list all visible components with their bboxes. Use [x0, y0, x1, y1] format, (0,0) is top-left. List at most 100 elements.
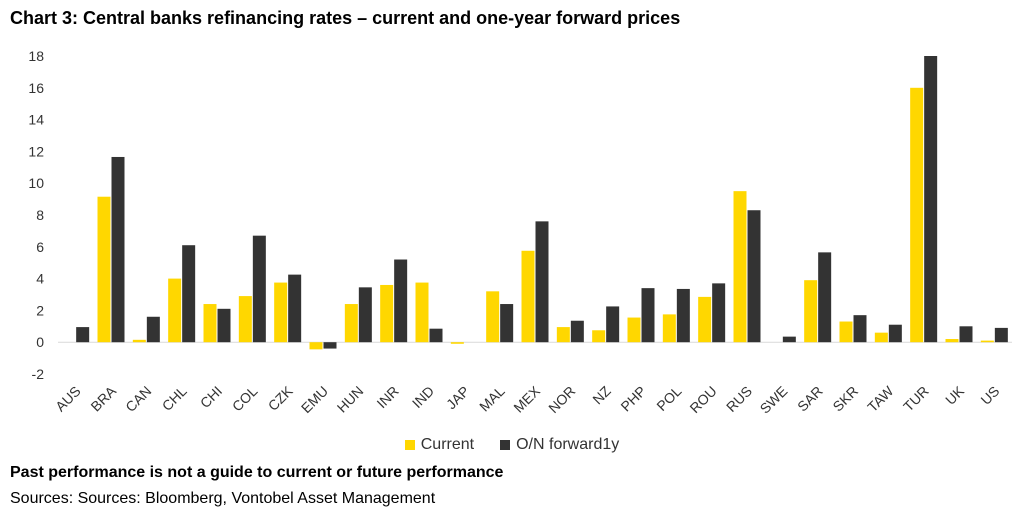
bar-current-czk — [274, 282, 288, 343]
x-tick-label-sar: SAR — [794, 383, 826, 415]
x-tick-label-emu: EMU — [298, 383, 331, 416]
chart-title: Chart 3: Central banks refinancing rates… — [10, 8, 681, 28]
x-tick-label-czk: CZK — [265, 382, 297, 414]
bar-forward-nor — [570, 320, 584, 343]
x-tick-label-us: US — [977, 383, 1002, 408]
bar-forward-mex — [535, 221, 549, 343]
bar-current-nz — [592, 330, 606, 343]
x-tick-label-can: CAN — [122, 383, 154, 415]
y-tick-label: -2 — [32, 366, 45, 382]
x-tick-label-tur: TUR — [900, 383, 932, 415]
y-tick-label: 16 — [28, 80, 44, 96]
y-tick-label: 14 — [28, 112, 44, 128]
y-tick-label: 18 — [28, 48, 44, 64]
legend-label-forward: O/N forward1y — [516, 436, 620, 453]
bar-current-hun — [344, 304, 358, 343]
bar-current-taw — [874, 332, 888, 343]
bar-current-sar — [804, 280, 818, 343]
bar-current-inr — [380, 284, 394, 343]
bar-current-bra — [97, 196, 111, 343]
bar-forward-aus — [76, 327, 90, 343]
bar-forward-skr — [853, 315, 867, 343]
bar-forward-pol — [676, 288, 690, 343]
bar-forward-taw — [888, 324, 902, 343]
x-tick-label-ind: IND — [409, 383, 437, 411]
y-tick-label: 10 — [28, 175, 44, 191]
x-tick-label-jap: JAP — [443, 383, 472, 412]
x-tick-label-taw: TAW — [864, 382, 897, 415]
bar-current-col — [238, 296, 252, 343]
bar-forward-sar — [818, 252, 832, 343]
bar-forward-col — [252, 235, 266, 343]
bar-current-mex — [521, 250, 535, 343]
x-tick-label-bra: BRA — [87, 382, 119, 414]
y-tick-label: 6 — [36, 239, 44, 255]
legend-swatch-forward — [500, 440, 511, 450]
x-tick-label-uk: UK — [942, 382, 968, 408]
bar-current-jap — [450, 342, 464, 344]
bar-current-ind — [415, 282, 429, 343]
bar-forward-tur — [924, 56, 938, 343]
bar-forward-rus — [747, 210, 761, 343]
x-tick-label-skr: SKR — [829, 383, 861, 415]
bar-current-tur — [910, 87, 924, 343]
y-tick-label: 2 — [36, 302, 44, 318]
bar-current-emu — [309, 342, 323, 350]
x-tick-label-mal: MAL — [476, 383, 508, 415]
bar-current-can — [132, 339, 146, 343]
bar-current-php — [627, 317, 641, 343]
bar-forward-php — [641, 288, 655, 343]
y-tick-label: 8 — [36, 207, 44, 223]
bar-current-chi — [203, 304, 217, 343]
x-tick-label-chi: CHI — [197, 383, 225, 411]
bar-current-mal — [486, 291, 500, 343]
x-tick-label-php: PHP — [617, 383, 649, 415]
x-tick-label-hun: HUN — [334, 383, 367, 416]
bar-forward-uk — [959, 326, 973, 343]
bar-forward-can — [146, 316, 160, 343]
x-tick-label-col: COL — [229, 383, 261, 415]
bar-forward-mal — [500, 304, 514, 343]
bar-forward-swe — [782, 336, 796, 343]
x-tick-label-aus: AUS — [52, 383, 84, 415]
legend-swatch-current — [404, 440, 415, 450]
x-tick-label-chl: CHL — [159, 383, 190, 414]
bar-current-rus — [733, 191, 747, 343]
bar-forward-bra — [111, 156, 125, 343]
bar-forward-emu — [323, 342, 337, 349]
x-tick-label-inr: INR — [373, 383, 401, 411]
y-tick-label: 4 — [36, 271, 44, 287]
legend-item-current: Current — [404, 436, 475, 454]
y-tick-label: 12 — [28, 143, 44, 159]
x-tick-label-nz: NZ — [589, 382, 614, 407]
bar-forward-chl — [182, 245, 196, 343]
legend-item-forward: O/N forward1y — [500, 436, 619, 454]
bar-current-chl — [168, 278, 182, 343]
x-tick-label-rou: ROU — [686, 383, 719, 416]
bar-current-uk — [945, 339, 959, 343]
performance-disclaimer: Past performance is not a guide to curre… — [10, 464, 504, 481]
chart-legend: Current O/N forward1y — [0, 436, 1024, 454]
bar-current-skr — [839, 321, 853, 343]
bar-forward-czk — [288, 274, 302, 343]
x-tick-label-mex: MEX — [510, 382, 543, 415]
bar-forward-us — [994, 327, 1008, 343]
bar-forward-ind — [429, 328, 443, 343]
x-tick-label-nor: NOR — [545, 383, 578, 416]
x-tick-label-rus: RUS — [723, 383, 755, 415]
bar-current-us — [980, 340, 994, 343]
x-tick-label-swe: SWE — [757, 383, 791, 417]
bar-forward-chi — [217, 308, 231, 343]
x-tick-label-pol: POL — [653, 383, 684, 414]
y-tick-label: 0 — [36, 334, 44, 350]
bar-forward-nz — [606, 306, 620, 343]
source-note: Sources: Sources: Bloomberg, Vontobel As… — [10, 490, 436, 507]
bar-forward-inr — [394, 259, 408, 343]
bar-forward-rou — [712, 283, 726, 343]
bar-forward-hun — [358, 287, 372, 343]
bar-current-nor — [556, 327, 570, 343]
bar-current-rou — [698, 296, 712, 343]
legend-label-current: Current — [420, 436, 475, 453]
bar-current-pol — [662, 314, 676, 343]
